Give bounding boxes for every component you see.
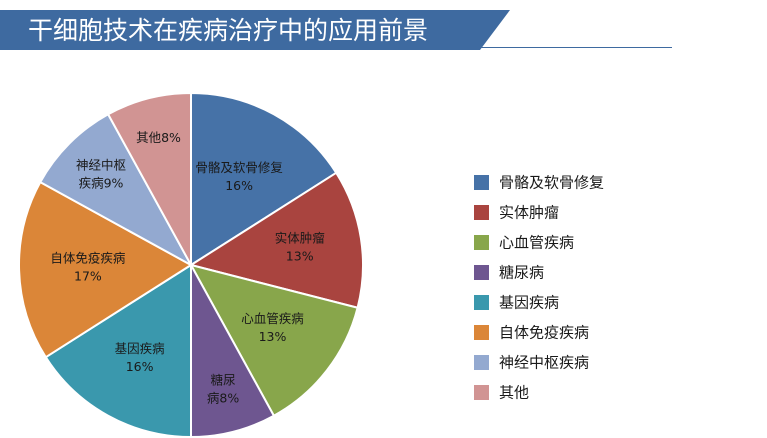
legend-swatch — [474, 295, 489, 310]
slice-data-label: 16% — [225, 178, 253, 193]
slice-data-label: 糖尿 — [211, 372, 236, 387]
legend-label: 自体免疫疾病 — [499, 324, 589, 342]
pie-slice — [18, 180, 193, 359]
pie-slice — [189, 263, 359, 418]
pie-slice — [38, 112, 194, 268]
slice-data-label: 17% — [74, 269, 102, 284]
page-title: 干细胞技术在疾病治疗中的应用前景 — [28, 16, 429, 45]
pie-slice — [44, 263, 192, 438]
pie-slice — [106, 91, 192, 266]
slice-data-label: 基因疾病 — [115, 341, 165, 356]
legend-swatch — [474, 265, 489, 280]
title-banner — [0, 10, 510, 50]
slice-data-label: 13% — [259, 329, 287, 344]
legend-label: 骨骼及软骨修复 — [499, 174, 604, 192]
legend-label: 基因疾病 — [499, 294, 559, 312]
legend-label: 神经中枢疾病 — [499, 354, 589, 372]
title-underline — [0, 47, 672, 48]
slice-data-label: 实体肿瘤 — [275, 230, 326, 245]
legend-label: 其他 — [499, 384, 529, 402]
slice-data-label: 自体免疫疾病 — [50, 251, 125, 266]
legend-label: 实体肿瘤 — [499, 204, 559, 222]
legend-swatch — [474, 355, 489, 370]
legend-swatch — [474, 175, 489, 190]
legend-swatch — [474, 235, 489, 250]
pie-slice — [188, 171, 364, 309]
slice-data-label: 疾病9% — [79, 176, 124, 191]
legend-label: 心血管疾病 — [499, 234, 574, 252]
slice-data-label: 骨骼及软骨修复 — [195, 160, 283, 175]
legend-swatch — [474, 205, 489, 220]
slice-data-label: 心血管疾病 — [241, 311, 304, 326]
slice-data-label: 神经中枢 — [76, 158, 126, 173]
slice-data-label: 16% — [126, 359, 154, 374]
slice-data-label: 病8% — [207, 390, 239, 405]
slice-data-label: 13% — [286, 248, 314, 263]
pie-slice — [190, 91, 338, 267]
legend-swatch — [474, 385, 489, 400]
slice-data-label: 其他8% — [136, 130, 181, 145]
legend-swatch — [474, 325, 489, 340]
legend-label: 糖尿病 — [499, 264, 544, 282]
